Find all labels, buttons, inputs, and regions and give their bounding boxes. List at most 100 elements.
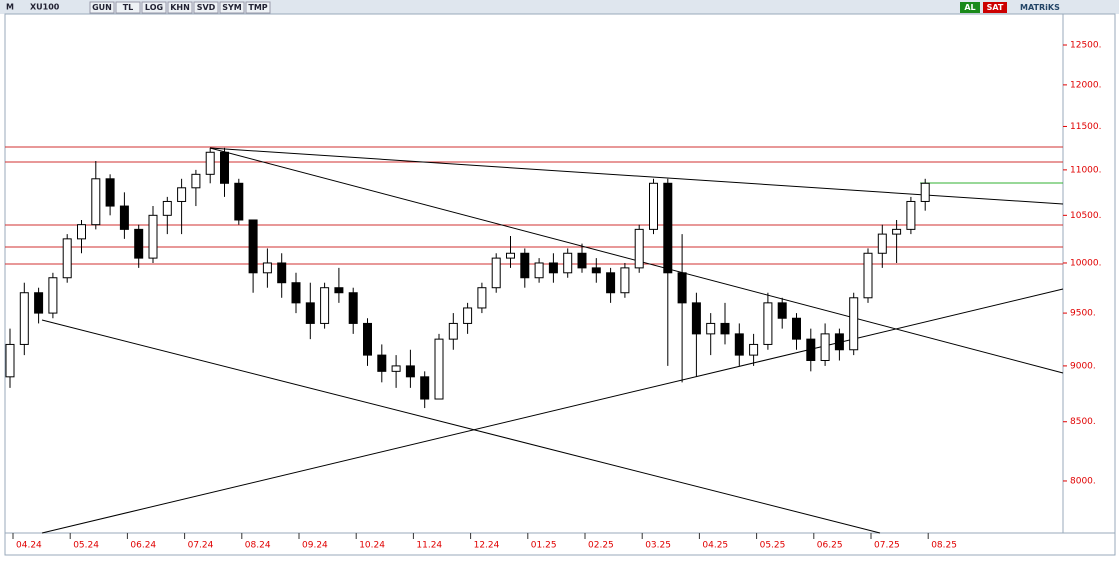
candle-body (320, 287, 330, 324)
candle-body (220, 151, 229, 184)
candle-body (520, 252, 530, 279)
candle-body (248, 219, 258, 274)
candle-body (477, 287, 487, 309)
candle-body (434, 338, 444, 400)
x-tick-label: 06.25 (817, 541, 843, 551)
candle-body (177, 187, 187, 202)
candle-body (148, 214, 158, 259)
candle-body (763, 302, 773, 345)
candle-body (663, 182, 673, 274)
x-tick-label: 07.25 (874, 541, 900, 551)
candle-body (806, 338, 816, 361)
candle-body (749, 343, 759, 356)
candle-body (548, 262, 558, 274)
candle-body (734, 333, 744, 356)
candle-body (691, 302, 701, 335)
toolbar-button-label[interactable]: SYM (222, 3, 242, 12)
candle-body (849, 297, 859, 351)
logo: M (6, 3, 14, 12)
x-tick-label: 04.25 (702, 541, 728, 551)
plot-area (4, 13, 1064, 534)
candle-body (77, 224, 86, 240)
candle-body (463, 307, 473, 324)
candle-body (48, 277, 58, 314)
candle-body (277, 262, 287, 284)
candle-body (620, 267, 630, 294)
toolbar-button-label[interactable]: KHN (170, 3, 190, 12)
y-tick-label: 10000. (1070, 258, 1102, 268)
toolbar-button[interactable] (219, 1, 245, 14)
candle-body (506, 252, 515, 259)
candles (5, 147, 930, 409)
candle-body (420, 376, 430, 400)
x-axis-area (4, 532, 1116, 556)
y-tick-label: 12000. (1070, 80, 1102, 90)
x-tick-label: 02.25 (588, 541, 614, 551)
toolbar-button-label[interactable]: GUN (92, 3, 112, 12)
candle-body (863, 252, 873, 299)
toolbar-button[interactable] (89, 1, 115, 14)
candle-body (205, 151, 215, 175)
candle-body (405, 365, 415, 378)
candle-body (920, 182, 930, 202)
toolbar-buttons: GUN TL LOG KHN SVD SYM TMP (89, 1, 271, 14)
x-tick-label: 09.24 (302, 541, 328, 551)
candle-body (291, 282, 301, 304)
candle-body (834, 333, 844, 351)
x-tick-label: 08.25 (931, 541, 957, 551)
y-tick-label: 8000. (1070, 476, 1096, 486)
candle-body (606, 272, 616, 294)
toolbar-button[interactable] (115, 1, 141, 14)
candle-body (877, 233, 887, 254)
candle-body (363, 322, 372, 356)
candle-body (792, 317, 801, 340)
candle-body (720, 322, 730, 335)
y-tick-label: 11000. (1070, 165, 1102, 175)
toolbar-button[interactable] (167, 1, 193, 14)
candle-body (448, 322, 458, 340)
x-tick-label: 01.25 (531, 541, 557, 551)
y-tick-label: 8500. (1070, 417, 1096, 427)
candle-body (677, 272, 687, 304)
toolbar-button[interactable] (245, 1, 271, 14)
candle-body (563, 252, 573, 274)
candle-body (534, 262, 544, 279)
candle-body (649, 182, 658, 230)
candle-body (162, 200, 172, 216)
y-tick-label: 9500. (1070, 309, 1096, 319)
candle-body (892, 228, 902, 235)
candle-body (191, 173, 201, 189)
trend-line (41, 288, 1064, 534)
candle-body (491, 257, 501, 289)
candle-body (591, 267, 601, 274)
toolbar-button-label[interactable]: TL (123, 3, 134, 12)
toolbar-button[interactable] (141, 1, 167, 14)
candle-body (820, 333, 830, 361)
candle-body (134, 228, 144, 259)
candle-body (377, 354, 387, 372)
candle-body (62, 238, 72, 279)
x-tick-label: 04.24 (16, 541, 42, 551)
x-tick-label: 03.25 (645, 541, 671, 551)
x-tick-label: 05.25 (760, 541, 786, 551)
x-tick-label: 11.24 (416, 541, 442, 551)
candle-body (105, 178, 115, 207)
symbol: XU100 (30, 3, 60, 12)
toolbar-button-label[interactable]: LOG (145, 3, 163, 12)
candle-body (305, 302, 315, 324)
toolbar-button-label[interactable]: TMP (248, 3, 267, 12)
toolbar-button[interactable] (193, 1, 219, 14)
x-tick-label: 12.24 (474, 541, 500, 551)
candle-body (334, 287, 344, 294)
candle-body (19, 292, 29, 345)
buy-button[interactable] (960, 2, 980, 13)
candle-body (234, 182, 244, 221)
candle-body (906, 200, 916, 230)
sell-button[interactable] (983, 2, 1007, 13)
buy-label[interactable]: AL (964, 3, 975, 12)
candle-body (348, 292, 358, 324)
sell-label[interactable]: SAT (987, 3, 1004, 12)
candle-body (634, 228, 644, 269)
toolbar-button-label[interactable]: SVD (197, 3, 216, 12)
